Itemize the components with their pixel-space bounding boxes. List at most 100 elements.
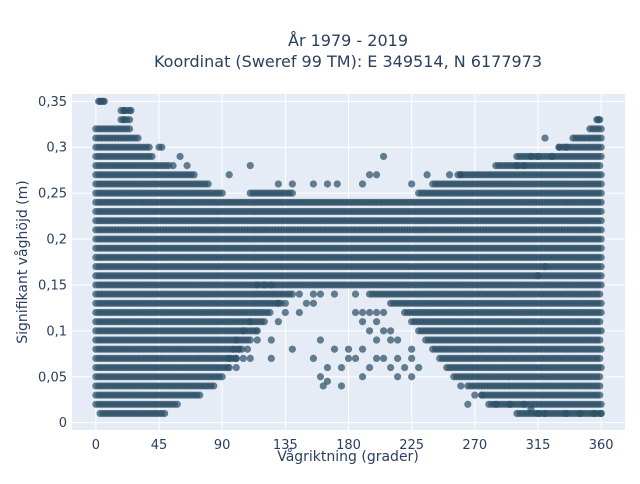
scatter-point [260, 318, 268, 326]
scatter-point [99, 97, 107, 105]
scatter-point [596, 318, 604, 326]
scatter-point [379, 308, 388, 317]
scatter-point [145, 143, 153, 151]
scatter-point [351, 308, 360, 317]
scatter-point [232, 336, 240, 344]
scatter-point [365, 327, 374, 335]
scatter-point [190, 171, 198, 179]
scatter-point [379, 152, 388, 161]
scatter-point [232, 354, 240, 362]
scatter-point [253, 327, 261, 335]
scatter-point [372, 336, 381, 344]
scatter-point [513, 162, 521, 170]
scatter-point [471, 391, 479, 399]
scatter-point [597, 207, 605, 216]
y-tick-labels: 0 0,05 0,1 0,15 0,2 0,25 0,3 0,35 [38, 95, 67, 431]
x-tick-label: 0 [92, 438, 100, 453]
scatter-point [372, 318, 381, 326]
y-axis-title: Signifikant våghöjd (m) [14, 180, 31, 343]
scatter-point [225, 171, 233, 179]
scatter-point [597, 363, 605, 372]
scatter-point [274, 299, 282, 307]
scatter-point [596, 336, 604, 344]
scatter-point [309, 299, 318, 307]
scatter-point [330, 290, 339, 298]
scatter-point [158, 143, 166, 151]
scatter-point [333, 180, 341, 188]
scatter-point [302, 299, 310, 307]
scatter-point [597, 308, 605, 317]
scatter-point [196, 391, 204, 399]
scatter-point [176, 152, 184, 161]
scatter-point [541, 409, 549, 418]
scatter-point [319, 382, 327, 390]
scatter-point [596, 162, 604, 170]
scatter-point [183, 162, 191, 170]
scatter-point [235, 345, 243, 353]
scatter-point [597, 217, 605, 225]
scatter-point [267, 336, 275, 344]
scatter-point [597, 189, 605, 197]
x-tick-label: 135 [273, 438, 298, 453]
scatter-point [596, 290, 604, 298]
scatter-point [576, 409, 584, 418]
scatter-point [267, 281, 275, 289]
scatter-point [309, 290, 318, 298]
scatter-point [597, 253, 605, 262]
scatter-point [260, 281, 268, 289]
scatter-point [478, 391, 486, 399]
scatter-point [232, 363, 240, 372]
scatter-point [555, 143, 563, 151]
scatter-point [295, 290, 303, 298]
scatter-point [358, 308, 367, 317]
scatter-point [590, 409, 598, 418]
y-tick-label: 0 [59, 416, 67, 431]
scatter-point [288, 290, 296, 298]
scatter-point [401, 363, 409, 372]
scatter-point [134, 134, 142, 142]
scatter-point [253, 281, 261, 289]
scatter-point [387, 327, 395, 335]
scatter-point [464, 400, 472, 408]
scatter-point [288, 180, 296, 188]
scatter-point [379, 327, 388, 335]
scatter-point [295, 308, 303, 317]
scatter-point [169, 162, 177, 170]
scatter-point [309, 354, 318, 362]
scatter-point [597, 125, 605, 133]
scatter-point [344, 345, 353, 353]
scatter-point [597, 262, 605, 271]
y-tick-label: 0,35 [38, 95, 67, 110]
scatter-point [562, 143, 570, 151]
scatter-point [225, 354, 233, 362]
scatter-point [274, 318, 282, 326]
y-tick-label: 0,15 [38, 278, 67, 293]
scatter-point [210, 382, 218, 390]
scatter-point [597, 244, 605, 252]
scatter-point [597, 400, 605, 408]
scatter-point [267, 354, 275, 362]
scatter-point [534, 409, 542, 418]
scatter-point [597, 299, 605, 307]
scatter-point [408, 354, 416, 362]
scatter-point [253, 336, 261, 344]
scatter-point [229, 345, 238, 353]
scatter-point [597, 281, 605, 289]
scatter-point [218, 373, 226, 381]
scatter-point [520, 162, 528, 170]
scatter-point [204, 180, 212, 188]
y-tick-label: 0,05 [38, 370, 67, 385]
scatter-point [148, 152, 156, 161]
scatter-point [239, 354, 247, 362]
scatter-point [281, 308, 289, 317]
scatter-point [594, 116, 602, 124]
scatter-point [394, 373, 402, 381]
scatter-point [387, 336, 395, 344]
scatter-point [323, 180, 332, 188]
scatter-point [323, 363, 332, 372]
scatter-point [372, 308, 381, 317]
scatter-point [246, 162, 254, 170]
scatter-point [351, 354, 360, 362]
